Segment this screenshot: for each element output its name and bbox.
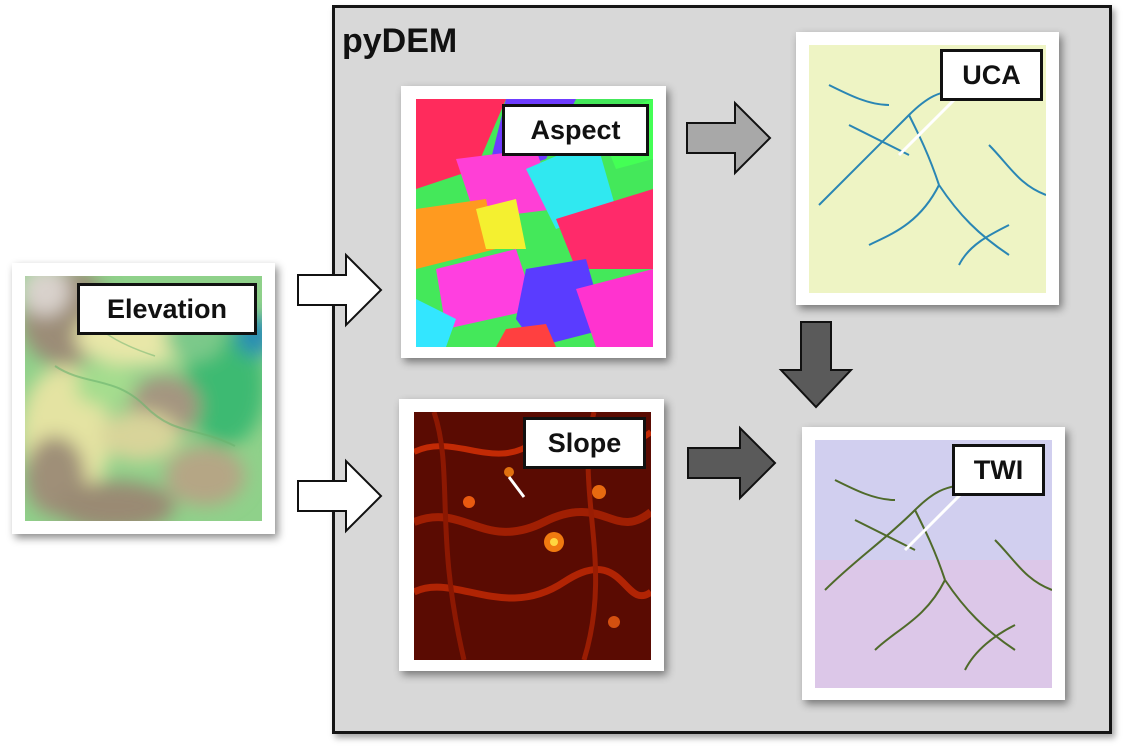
uca-card: UCA [796, 32, 1059, 305]
aspect-card: Aspect [401, 86, 666, 358]
arrow-right-icon [297, 458, 383, 534]
uca-label: UCA [940, 49, 1043, 101]
elevation-card: Elevation [12, 263, 275, 534]
arrow-down-icon [778, 321, 854, 409]
slope-card: Slope [399, 399, 664, 671]
elevation-label: Elevation [77, 283, 257, 335]
twi-card: TWI [802, 427, 1065, 700]
arrow-right-icon [686, 100, 772, 176]
aspect-label: Aspect [502, 104, 649, 156]
arrow-right-icon [687, 425, 777, 501]
slope-label: Slope [523, 417, 646, 469]
arrow-right-icon [297, 252, 383, 328]
twi-label: TWI [952, 444, 1045, 496]
pydem-title: pyDEM [342, 22, 458, 60]
